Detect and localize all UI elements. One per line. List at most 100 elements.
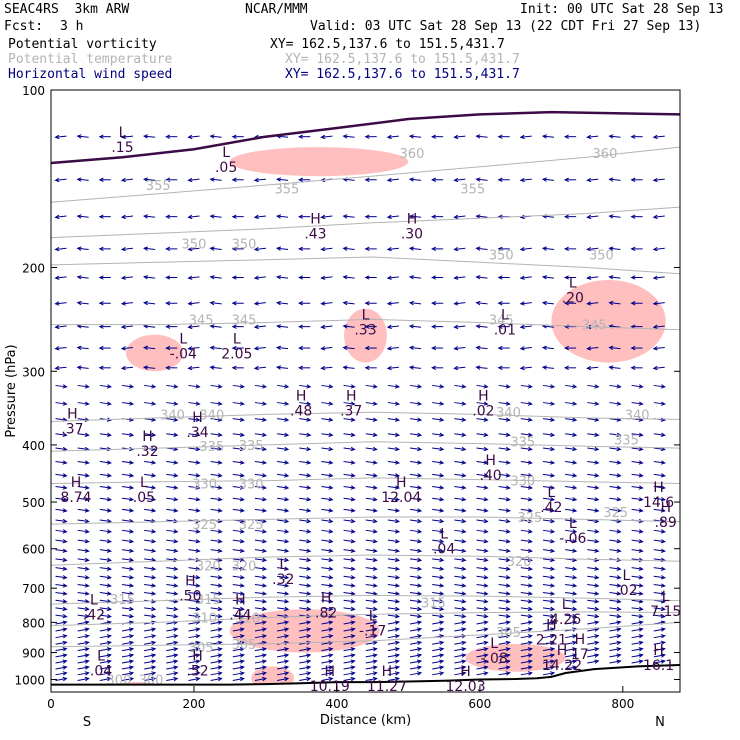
wind-arrowhead: [527, 518, 533, 524]
wind-arrow: [520, 433, 532, 436]
wind-arrowhead: [394, 384, 401, 389]
wind-arrowhead: [328, 591, 334, 596]
extremum-type-label: L: [562, 597, 570, 613]
extremum-type-label: H: [478, 389, 489, 405]
wind-arrow: [409, 584, 422, 587]
wind-arrowhead: [350, 583, 356, 588]
wind-arrowhead: [586, 134, 592, 140]
wind-arrow: [520, 621, 532, 625]
wind-arrow: [587, 418, 599, 421]
wind-arrow: [343, 519, 355, 523]
wind-arrow: [121, 654, 134, 658]
wind-arrowhead: [195, 548, 201, 553]
wind-arrow: [232, 447, 244, 450]
wind-arrow: [365, 433, 377, 436]
wind-arrow: [321, 418, 333, 421]
wind-arrow: [343, 486, 355, 489]
wind-arrow: [609, 346, 621, 350]
wind-arrowhead: [594, 634, 600, 639]
wind-arrowhead: [306, 599, 312, 604]
wind-arrow: [55, 519, 67, 523]
wind-arrow: [99, 607, 111, 610]
wind-arrowhead: [461, 473, 467, 478]
wind-arrow: [277, 325, 289, 328]
wind-arrowhead: [106, 575, 112, 580]
wind-arrow: [321, 302, 333, 305]
wind-arrow: [565, 584, 577, 587]
wind-arrow: [498, 486, 510, 489]
extremum-value-label: .05: [133, 490, 155, 506]
wind-arrowhead: [372, 640, 378, 646]
wind-arrowhead: [239, 557, 245, 563]
wind-arrow: [631, 497, 643, 501]
x-tick-label: 200: [183, 697, 206, 711]
wind-arrow: [254, 567, 266, 570]
wind-arrowhead: [417, 640, 423, 646]
wind-arrow: [653, 325, 665, 328]
wind-arrow: [188, 346, 200, 350]
wind-arrowhead: [453, 275, 459, 280]
wind-arrowhead: [505, 575, 511, 580]
wind-arrow: [277, 567, 289, 570]
wind-arrowhead: [453, 246, 459, 252]
wind-arrow: [99, 486, 111, 489]
wind-arrowhead: [497, 365, 503, 371]
wind-arrow: [254, 539, 266, 543]
wind-arrow: [653, 508, 665, 512]
wind-arrow: [299, 447, 311, 450]
wind-arrow: [321, 567, 333, 570]
wind-arrowhead: [594, 557, 600, 563]
wind-arrowhead: [84, 606, 90, 612]
wind-arrowhead: [328, 620, 334, 625]
wind-arrowhead: [394, 518, 401, 524]
isentrope-line: [51, 318, 681, 331]
wind-arrow: [210, 433, 222, 436]
wind-arrowhead: [652, 275, 658, 280]
y-tick-label: 300: [22, 365, 45, 379]
wind-arrowhead: [128, 671, 135, 676]
wind-arrowhead: [217, 606, 223, 612]
wind-arrowhead: [638, 497, 644, 502]
wind-arrowhead: [239, 384, 245, 389]
wind-arrow: [254, 447, 266, 450]
terrain-layer: [50, 110, 681, 692]
wind-arrow: [321, 660, 333, 664]
wind-arrow: [454, 508, 466, 512]
wind-arrowhead: [328, 575, 334, 580]
wind-arrow: [565, 433, 577, 436]
wind-arrow: [144, 614, 156, 618]
wind-arrowhead: [151, 599, 157, 604]
wind-arrow: [55, 592, 67, 595]
wind-arrow: [409, 366, 422, 369]
wind-arrow: [520, 660, 532, 664]
wind-arrowhead: [239, 432, 245, 437]
wind-arrow: [166, 567, 178, 570]
wind-arrow: [55, 447, 67, 450]
wind-arrow: [144, 666, 156, 670]
wind-arrow: [254, 654, 267, 658]
wind-arrowhead: [660, 432, 666, 437]
wind-arrowhead: [62, 575, 68, 580]
wind-arrowhead: [439, 659, 445, 664]
y-tick-label: 900: [22, 647, 45, 661]
wind-arrow: [343, 433, 355, 436]
wind-arrow: [55, 325, 67, 328]
wind-arrow: [99, 672, 111, 676]
wind-arrow: [365, 628, 377, 632]
wind-arrowhead: [638, 460, 644, 465]
wind-arrow: [565, 607, 577, 610]
wind-arrowhead: [638, 627, 644, 632]
wind-arrow: [254, 678, 267, 682]
isentrope-line: [50, 516, 681, 525]
wind-arrowhead: [151, 485, 157, 490]
wind-arrowhead: [284, 446, 290, 452]
wind-arrow: [409, 567, 422, 570]
wind-arrow: [409, 549, 422, 552]
wind-arrowhead: [527, 508, 533, 513]
wind-arrow: [232, 666, 244, 670]
wind-arrowhead: [54, 177, 60, 183]
pv-shading-blob: [551, 279, 666, 363]
wind-arrowhead: [275, 365, 282, 370]
wind-arrowhead: [541, 365, 547, 370]
wind-arrow: [476, 648, 488, 652]
